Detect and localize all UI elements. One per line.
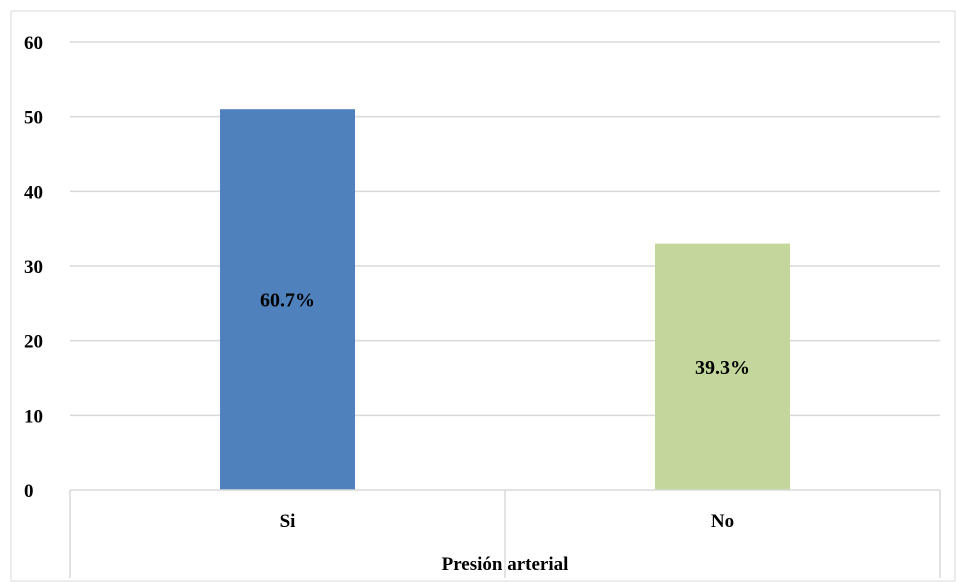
bar-si bbox=[220, 109, 355, 490]
y-tick-label: 40 bbox=[24, 182, 43, 203]
data-label: 60.7% bbox=[260, 290, 315, 312]
category-label: No bbox=[711, 511, 734, 532]
y-tick-label: 60 bbox=[24, 33, 43, 54]
y-axis-ticks: 0 10 20 30 40 50 60 bbox=[24, 33, 43, 502]
y-tick-label: 0 bbox=[24, 481, 34, 502]
bars bbox=[220, 109, 790, 490]
category-labels: Si No bbox=[280, 511, 735, 532]
y-tick-label: 50 bbox=[24, 108, 43, 129]
y-tick-label: 30 bbox=[24, 257, 43, 278]
data-label: 39.3% bbox=[695, 357, 750, 379]
category-label: Si bbox=[280, 511, 296, 532]
chart-frame bbox=[10, 10, 956, 582]
x-axis-title: Presión arterial bbox=[442, 554, 569, 575]
y-tick-label: 10 bbox=[24, 406, 43, 427]
y-tick-label: 20 bbox=[24, 332, 43, 353]
bar-no bbox=[655, 243, 790, 490]
data-labels: 60.7% 39.3% bbox=[260, 290, 750, 379]
gridlines bbox=[70, 41, 940, 417]
x-axis bbox=[69, 489, 941, 578]
